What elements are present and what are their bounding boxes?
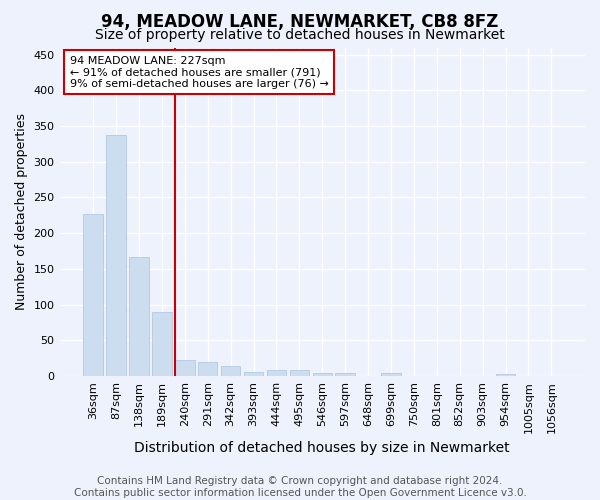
Bar <box>106 136 126 376</box>
Bar <box>175 360 194 376</box>
Bar <box>129 258 149 376</box>
Text: Contains HM Land Registry data © Crown copyright and database right 2024.
Contai: Contains HM Land Registry data © Crown c… <box>74 476 526 498</box>
Bar <box>313 373 332 376</box>
Bar <box>244 372 263 376</box>
Bar <box>267 370 286 376</box>
Bar <box>221 366 241 376</box>
Bar <box>152 312 172 376</box>
X-axis label: Distribution of detached houses by size in Newmarket: Distribution of detached houses by size … <box>134 441 510 455</box>
Text: 94 MEADOW LANE: 227sqm
← 91% of detached houses are smaller (791)
9% of semi-det: 94 MEADOW LANE: 227sqm ← 91% of detached… <box>70 56 329 89</box>
Bar <box>335 373 355 376</box>
Bar <box>381 373 401 376</box>
Bar <box>198 362 217 376</box>
Bar <box>290 370 309 376</box>
Bar <box>496 374 515 376</box>
Bar <box>83 214 103 376</box>
Text: Size of property relative to detached houses in Newmarket: Size of property relative to detached ho… <box>95 28 505 42</box>
Y-axis label: Number of detached properties: Number of detached properties <box>15 114 28 310</box>
Text: 94, MEADOW LANE, NEWMARKET, CB8 8FZ: 94, MEADOW LANE, NEWMARKET, CB8 8FZ <box>101 12 499 30</box>
